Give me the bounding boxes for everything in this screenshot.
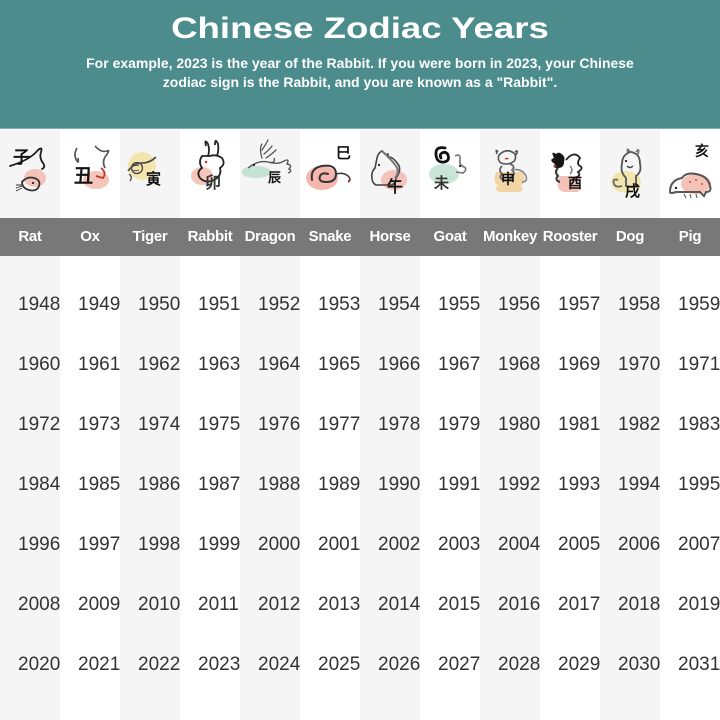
svg-text:申: 申 — [501, 171, 515, 187]
svg-text:寅: 寅 — [146, 170, 161, 188]
svg-text:酉: 酉 — [568, 175, 582, 191]
svg-text:辰: 辰 — [268, 170, 282, 185]
svg-text:丑: 丑 — [74, 166, 93, 187]
svg-text:子: 子 — [13, 148, 30, 167]
svg-text:巳: 巳 — [336, 145, 351, 162]
svg-text:卯: 卯 — [205, 174, 221, 192]
svg-text:戌: 戌 — [625, 182, 640, 200]
svg-text:未: 未 — [433, 174, 450, 192]
svg-text:午: 午 — [387, 177, 403, 196]
svg-text:亥: 亥 — [695, 143, 709, 159]
